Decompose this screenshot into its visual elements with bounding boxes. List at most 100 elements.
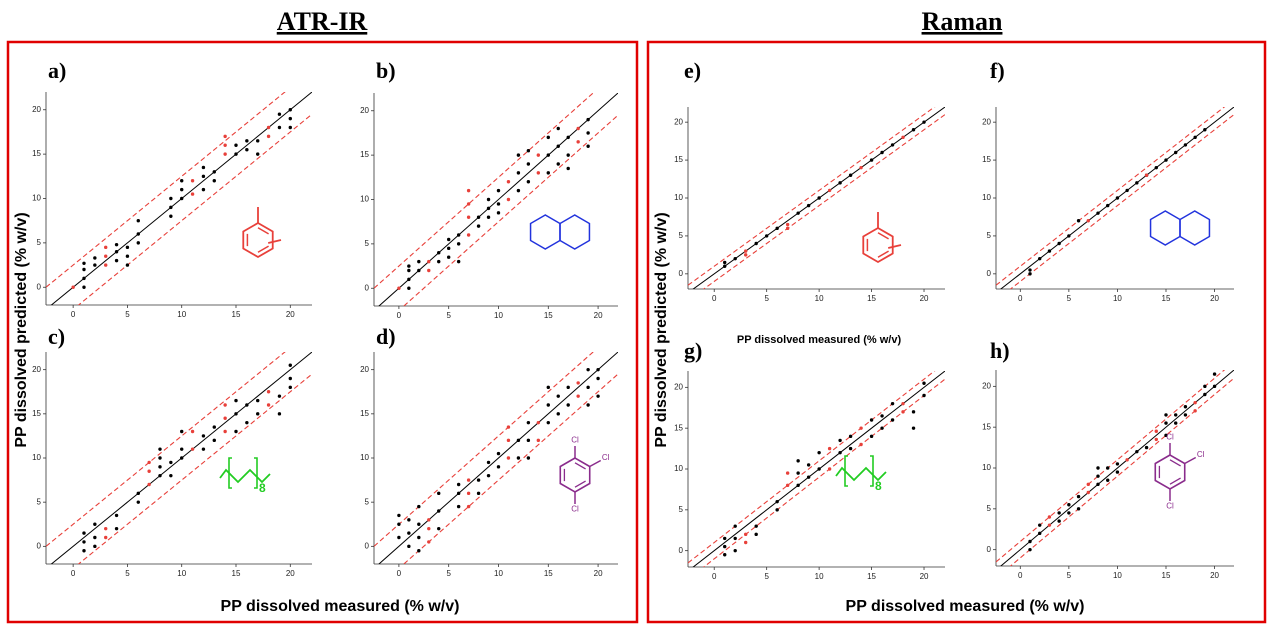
x-tick-label: 15 [544,311,553,320]
data-point [546,403,550,407]
data-point [201,165,206,170]
data-point [125,254,130,258]
data-point [806,475,811,479]
data-point [586,385,590,390]
data-point [1144,173,1149,177]
data-point [466,215,471,219]
panel-label: b) [376,58,396,83]
data-point [1183,413,1188,417]
data-point [288,116,292,121]
data-point [1135,449,1139,454]
molecule-bond [574,480,586,488]
data-point [407,286,411,290]
data-point [556,394,560,398]
reference-lines [374,352,618,564]
data-point [466,504,471,509]
data-point [266,403,271,407]
data-point [158,465,162,469]
panel: b) 0 5 10 15 20 0 5 10 15 20 [360,58,618,320]
data-point [506,456,511,460]
data-point [796,483,800,488]
data-point [417,268,421,273]
y-tick-label: 0 [679,269,684,278]
data-point [880,426,884,430]
data-point [427,259,431,264]
data-point [785,226,790,231]
data-point [1047,249,1052,253]
data-point [223,416,227,420]
data-point [566,153,570,157]
y-tick-label: 0 [37,541,42,550]
data-point [723,260,727,265]
data-point [476,215,481,219]
data-point [223,429,227,434]
data-point [397,513,401,518]
data-point [733,548,737,553]
data-point [169,473,173,478]
data-point [1067,511,1071,515]
data-point [476,478,481,482]
data-point [890,143,895,147]
atom-label: Cl [1166,433,1174,442]
data-point [486,460,491,465]
data-point [136,241,140,245]
tolerance-line [1009,377,1234,566]
y-tick-label: 10 [32,453,41,462]
reference-lines [688,371,945,567]
y-tick-label: 20 [32,365,41,374]
data-point [1212,372,1217,376]
data-point [1203,392,1207,397]
data-point [764,234,769,238]
data-point [234,398,238,403]
data-point [838,450,842,455]
data-point [114,526,119,531]
molecule-bond [574,462,586,470]
tolerance-line [403,373,618,564]
data-point [190,179,195,183]
tolerance-line [77,373,312,564]
data-point [1135,181,1139,185]
data-point [1115,470,1120,474]
y-tick-label: 10 [674,464,683,473]
molecule-bond [257,227,269,235]
x-tick-label: 0 [712,294,717,303]
x-tick-label: 10 [1113,294,1122,303]
data-point [288,385,292,390]
data-point [869,434,874,439]
data-point [114,250,119,254]
data-point [1047,523,1052,527]
data-point [526,420,531,425]
data-point [796,459,800,463]
data-point [496,211,501,215]
data-point [723,264,727,268]
data-point [1212,384,1217,389]
data-point [212,179,216,183]
data-point [486,206,491,211]
data-point [180,447,184,451]
x-tick-label: 10 [815,294,824,303]
atom-label: Cl [571,436,579,445]
data-point [556,126,560,131]
data-point [1076,507,1081,511]
panel-label: e) [684,58,701,83]
data-point [596,394,600,398]
data-point [277,125,282,130]
data-point [277,112,282,116]
data-point [1067,234,1071,238]
data-point [1144,445,1149,450]
y-tick-label: 5 [679,231,684,240]
data-point [147,469,151,473]
data-point [586,403,590,407]
y-tick-label: 20 [674,382,683,391]
data-point [417,522,421,526]
data-point [456,491,461,496]
data-point [1183,405,1188,409]
data-point [1086,482,1090,487]
data-point [397,286,401,290]
molecule-bond [877,232,889,240]
data-point [93,256,97,260]
data-point [785,471,790,475]
data-point [516,456,521,460]
data-point [212,438,216,443]
data-point [169,214,173,218]
